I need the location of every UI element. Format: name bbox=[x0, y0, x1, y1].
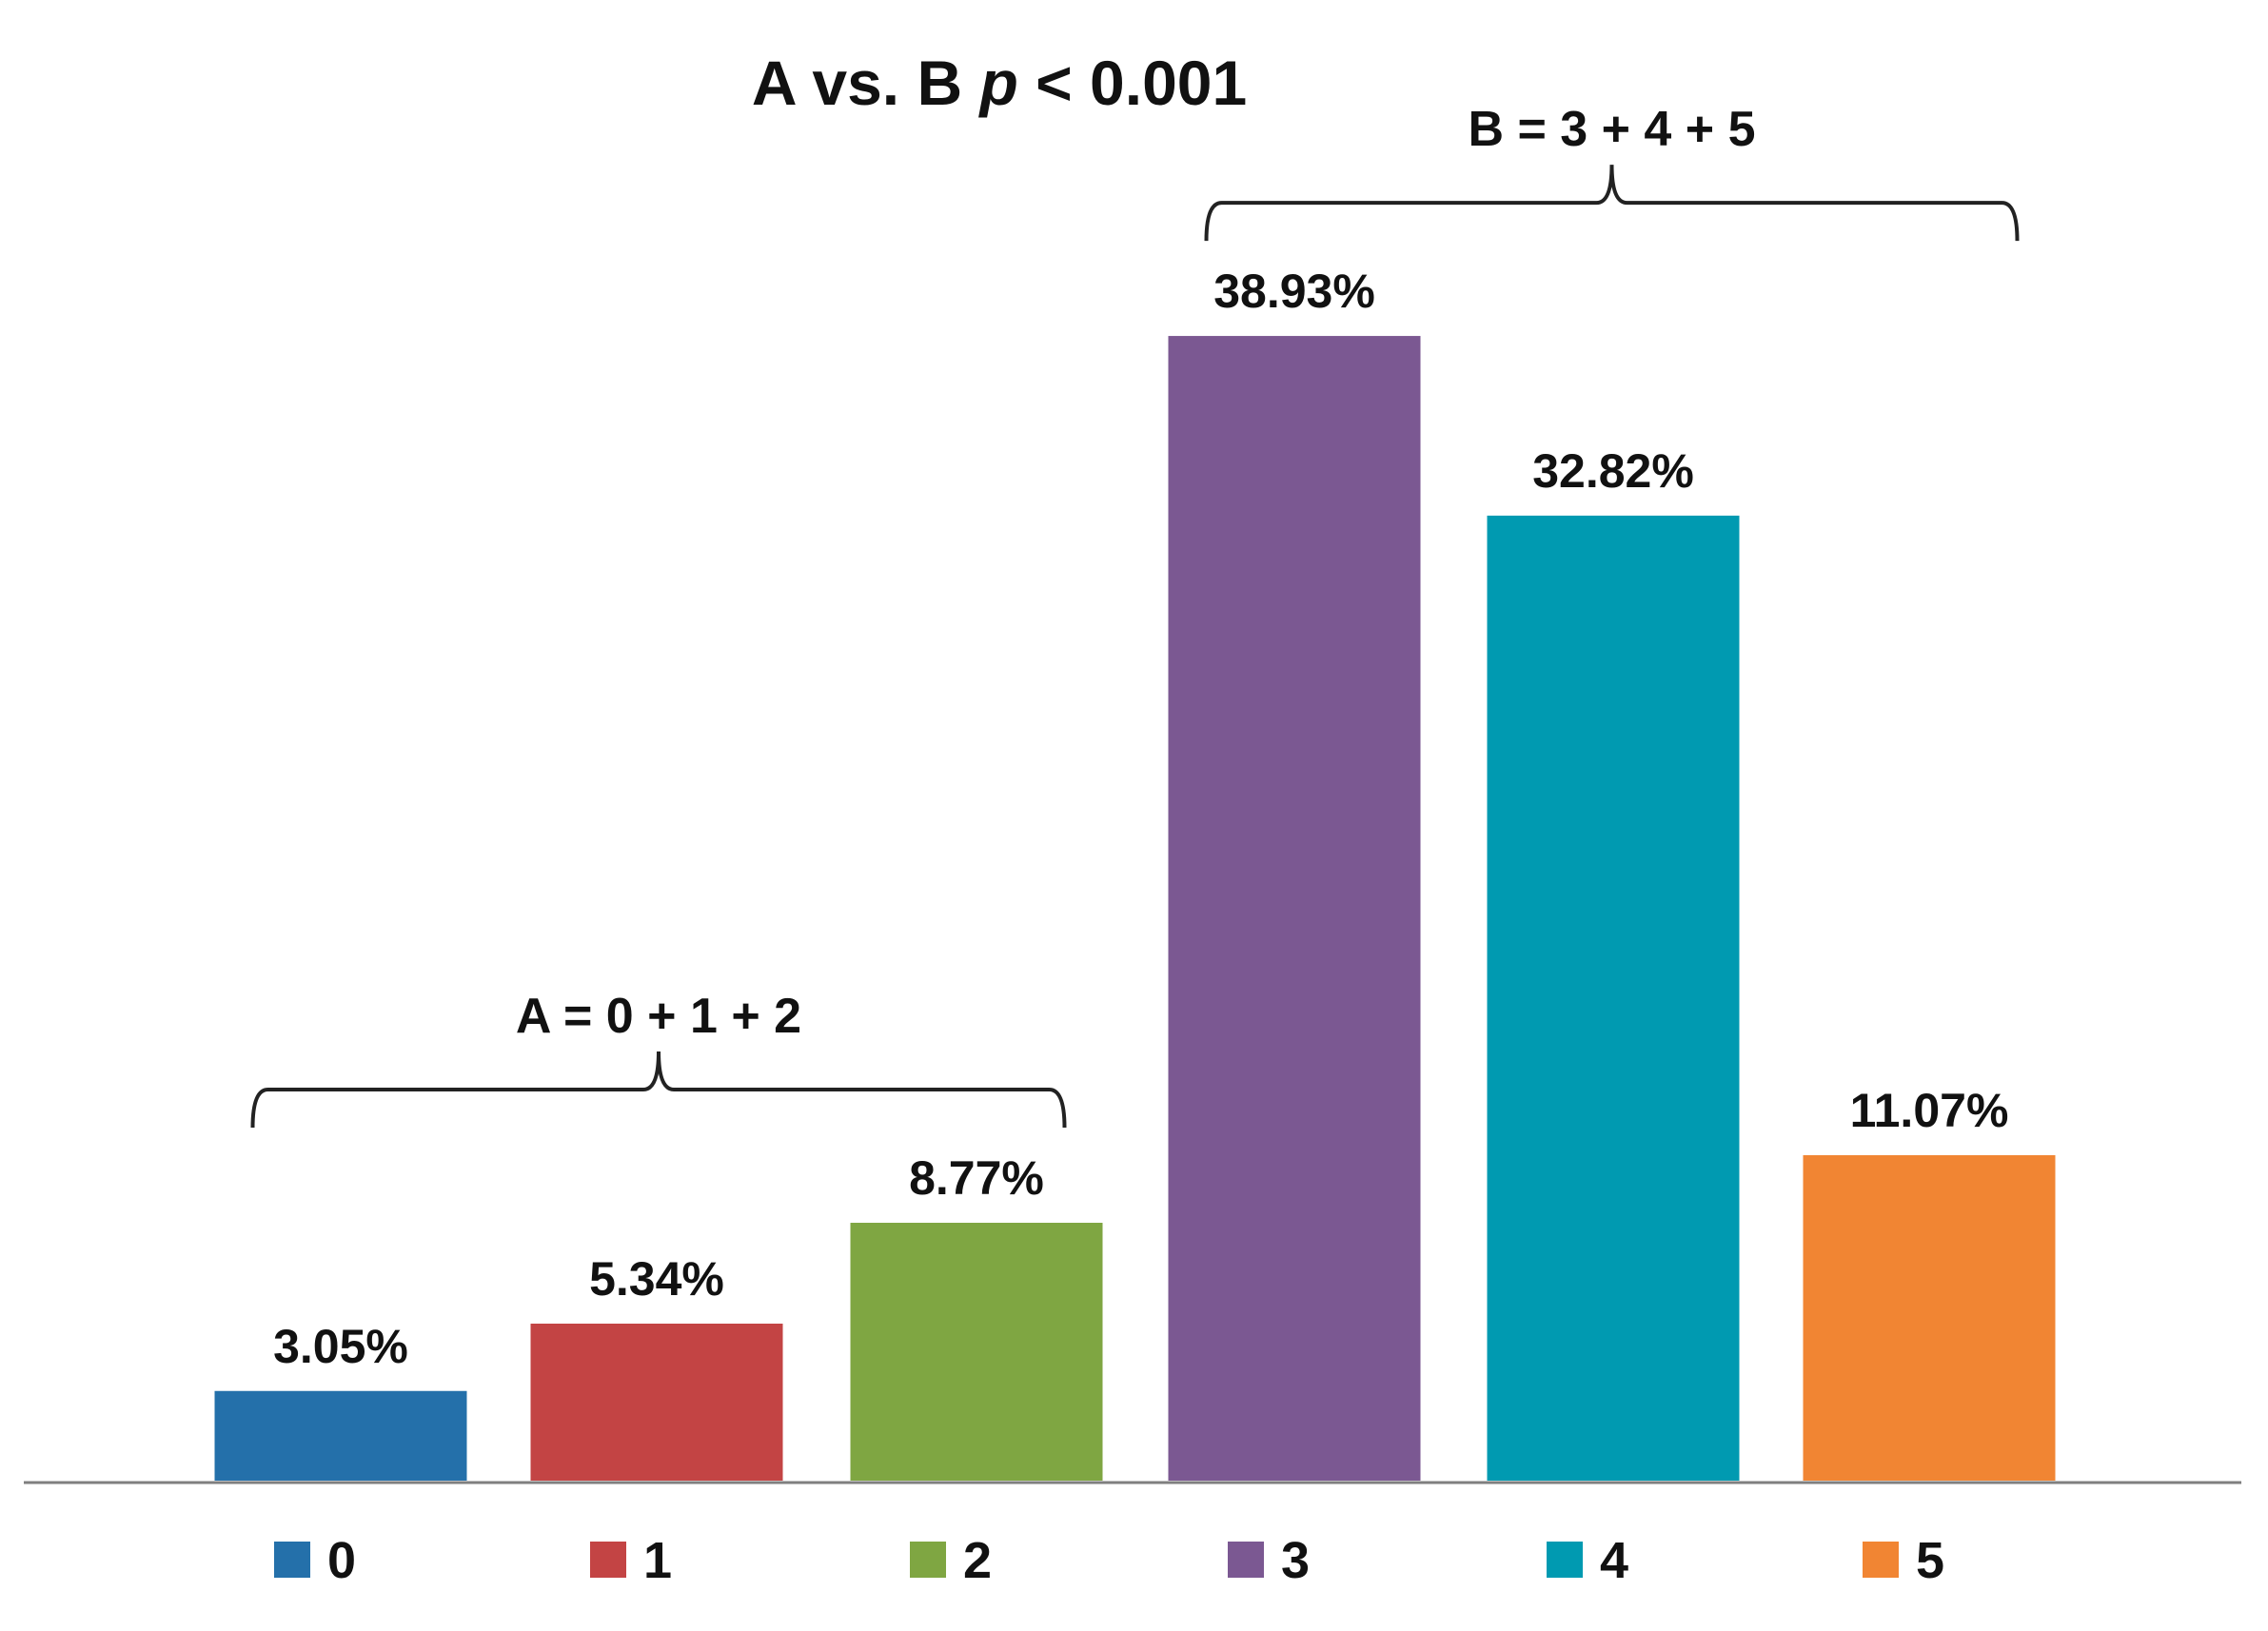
legend-label-5: 5 bbox=[1916, 1532, 1944, 1589]
bar-5 bbox=[1803, 1154, 2056, 1481]
group-label-1: B = 3 + 4 + 5 bbox=[1468, 102, 1755, 157]
value-label-1: 5.34% bbox=[589, 1252, 724, 1306]
legend-label-0: 0 bbox=[327, 1532, 356, 1589]
legend-label-4: 4 bbox=[1600, 1532, 1628, 1589]
legend-swatch-3 bbox=[1228, 1542, 1264, 1578]
legend: 0 1 2 3 4 5 bbox=[274, 1532, 1944, 1589]
bar-0 bbox=[214, 1390, 467, 1481]
bars-layer bbox=[214, 336, 2056, 1481]
group-label-0: A = 0 + 1 + 2 bbox=[516, 989, 801, 1044]
value-label-3: 38.93% bbox=[1213, 265, 1375, 318]
value-label-4: 32.82% bbox=[1532, 444, 1694, 498]
legend-label-1: 1 bbox=[643, 1532, 672, 1589]
bar-2 bbox=[850, 1223, 1103, 1481]
bar-1 bbox=[530, 1323, 783, 1481]
value-label-5: 11.07% bbox=[1850, 1084, 2009, 1137]
legend-swatch-0 bbox=[274, 1542, 310, 1578]
value-label-0: 3.05% bbox=[273, 1320, 408, 1373]
legend-label-3: 3 bbox=[1281, 1532, 1310, 1589]
group-brace-0 bbox=[250, 1051, 1067, 1129]
bar-3 bbox=[1168, 336, 1421, 1481]
value-label-2: 8.77% bbox=[909, 1151, 1044, 1205]
value-labels-layer: 3.05% 5.34% 8.77% 38.93% 32.82% 11.07% bbox=[273, 265, 2008, 1373]
group-brace-1 bbox=[1204, 165, 2020, 242]
bar-4 bbox=[1487, 515, 1740, 1481]
legend-swatch-4 bbox=[1547, 1542, 1583, 1578]
legend-swatch-5 bbox=[1863, 1542, 1899, 1578]
legend-swatch-1 bbox=[590, 1542, 626, 1578]
legend-label-2: 2 bbox=[963, 1532, 992, 1589]
group-annotations-layer: A = 0 + 1 + 2 B = 3 + 4 + 5 bbox=[250, 102, 2020, 1129]
legend-swatch-2 bbox=[910, 1542, 946, 1578]
chart-title: A vs. B p < 0.001 bbox=[752, 48, 1247, 118]
